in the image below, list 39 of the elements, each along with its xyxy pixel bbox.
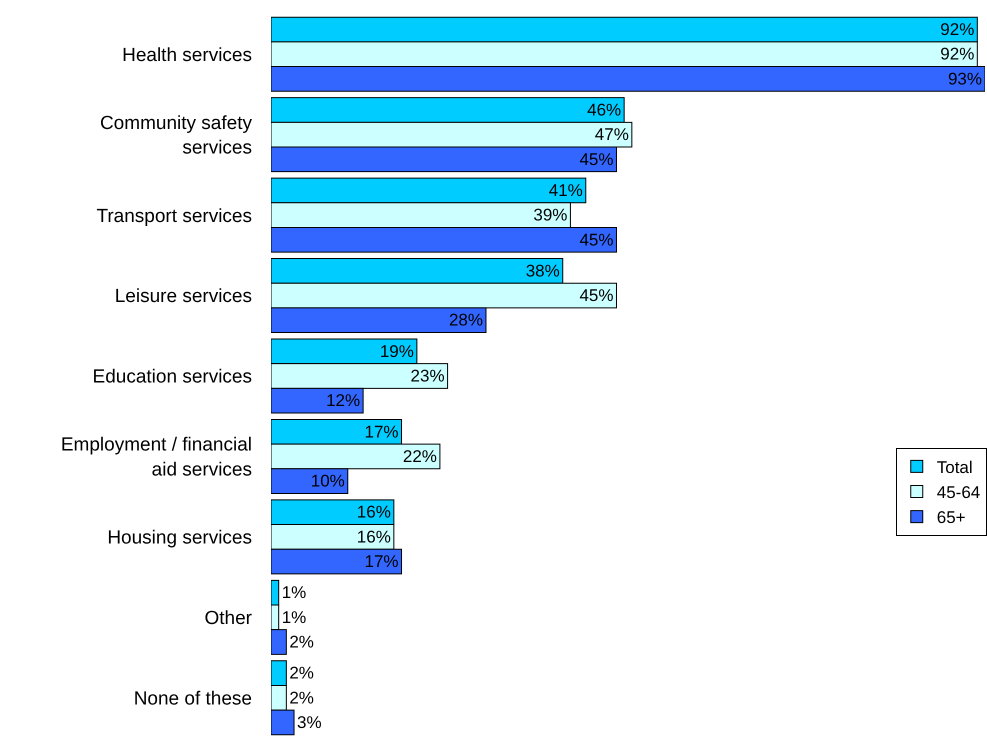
data-label: 2% <box>289 688 314 708</box>
legend-label: 45-64 <box>936 483 980 502</box>
data-label: 92% <box>940 44 974 64</box>
data-label: 2% <box>289 664 314 683</box>
data-label: 23% <box>410 366 445 386</box>
data-label: 10% <box>310 472 345 491</box>
y-tick-label: Employment / financial aid services <box>60 434 252 480</box>
data-label: 45% <box>579 230 614 250</box>
data-label: 92% <box>940 20 974 40</box>
data-label: 22% <box>402 446 437 466</box>
data-label: 16% <box>356 502 391 522</box>
data-label: 1% <box>282 583 306 602</box>
legend-label: Total <box>936 458 973 478</box>
y-tick-label: None of these <box>134 688 252 710</box>
y-tick-label: Other <box>204 608 253 629</box>
y-tick-label: Leisure services <box>114 286 252 308</box>
data-label: 12% <box>326 391 360 410</box>
data-label: 17% <box>364 552 399 572</box>
data-label: 39% <box>533 206 568 225</box>
data-label: 1% <box>282 608 306 627</box>
data-label: 19% <box>380 342 414 361</box>
y-tick-label: Education services <box>92 366 252 388</box>
legend-label: 65+ <box>936 508 966 528</box>
data-label: 93% <box>948 69 982 88</box>
data-label: 16% <box>356 527 391 546</box>
data-label: 17% <box>364 422 399 442</box>
data-label: 41% <box>548 180 583 200</box>
data-label: 3% <box>297 712 322 732</box>
data-label: 45% <box>579 286 614 306</box>
y-tick-label: Community safety services <box>100 112 252 159</box>
y-tick-label: Health services <box>122 44 252 66</box>
data-label: 2% <box>289 632 314 652</box>
data-label: 38% <box>526 261 560 280</box>
data-label: 28% <box>448 310 483 330</box>
y-tick-label: Transport services <box>96 206 252 227</box>
data-label: 46% <box>587 100 622 120</box>
y-tick-label: Housing services <box>107 528 252 549</box>
data-label: 47% <box>594 125 629 144</box>
data-label: 45% <box>579 150 614 169</box>
